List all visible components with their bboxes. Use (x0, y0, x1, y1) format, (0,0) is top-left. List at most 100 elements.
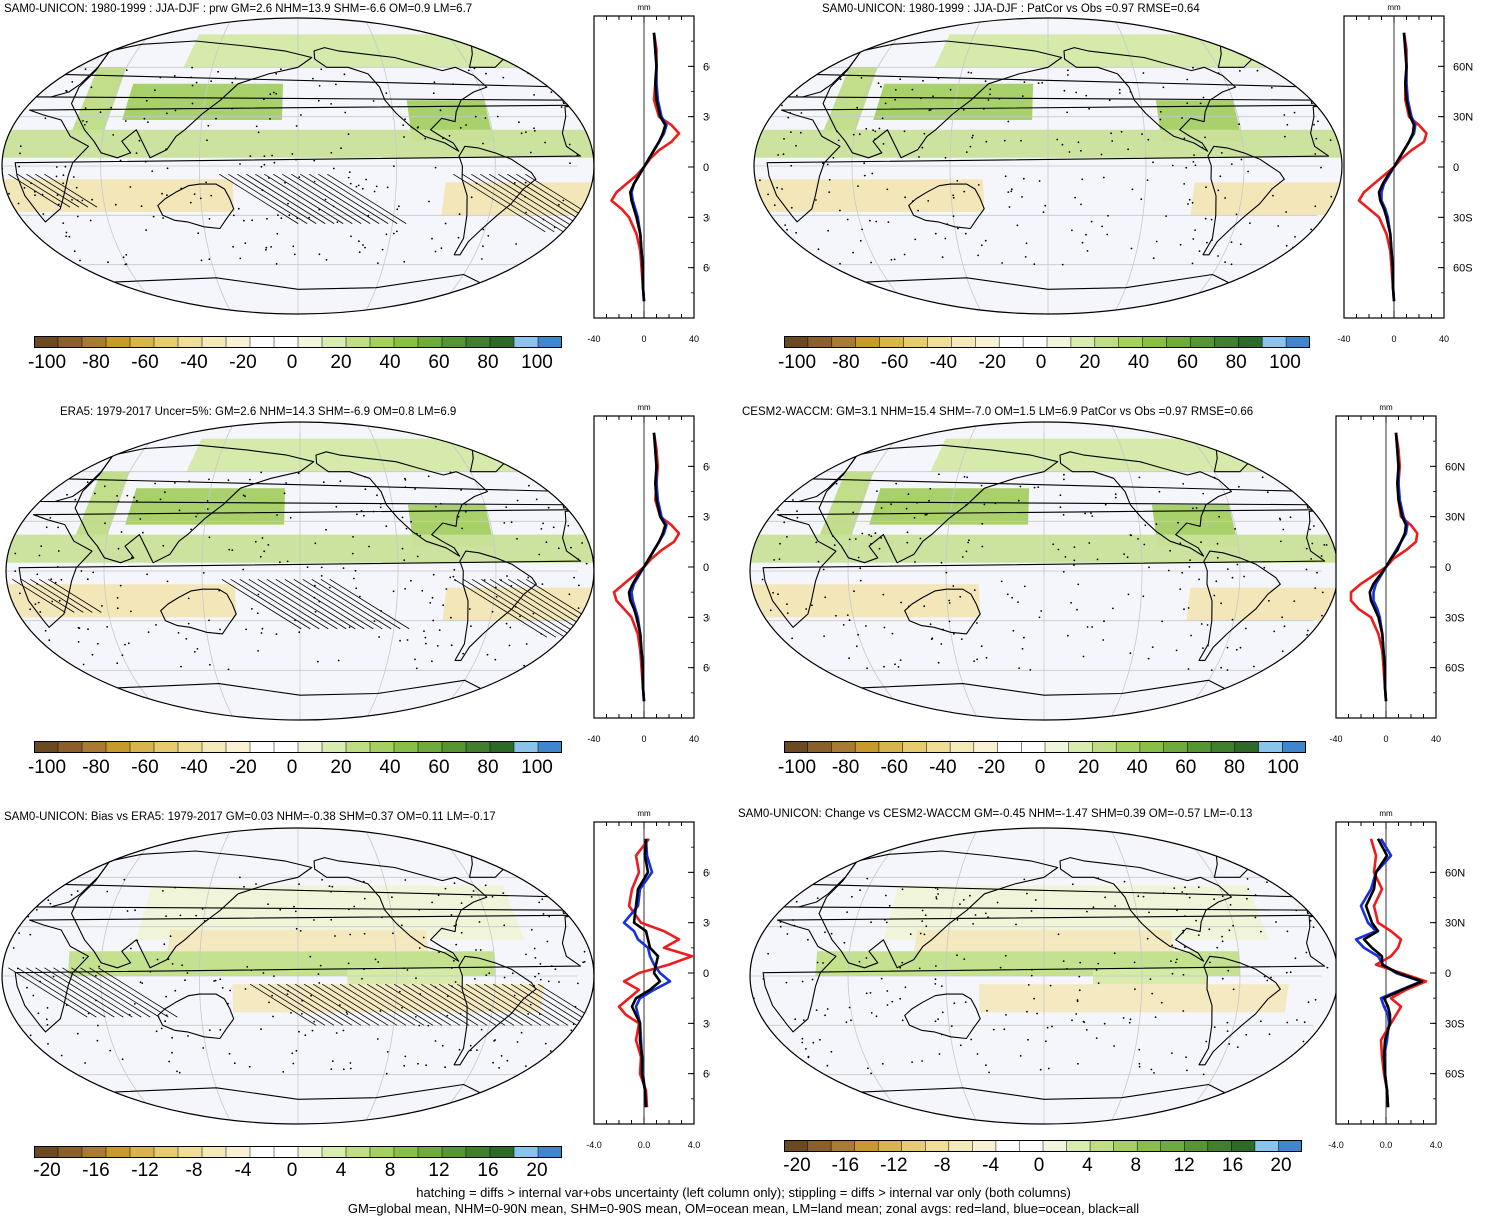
stipple-dot (458, 516, 460, 518)
stipple-dot (276, 633, 278, 635)
stipple-dot (65, 90, 67, 92)
colorbar-swatch (490, 1146, 514, 1158)
stipple-dot (350, 183, 352, 185)
stipple-dot (255, 541, 257, 543)
stipple-dot (921, 1060, 923, 1062)
stipple-dot (416, 533, 418, 535)
stipple-dot (1232, 619, 1234, 621)
stipple-dot (1083, 1021, 1085, 1023)
stipple-dot (787, 117, 789, 119)
stipple-dot (981, 645, 983, 647)
stipple-dot (435, 1040, 437, 1042)
stipple-dot (1293, 1055, 1295, 1057)
stipple-dot (386, 233, 388, 235)
stipple-dot (167, 167, 169, 169)
stipple-dot (858, 557, 860, 559)
colorbar-swatch (418, 336, 442, 348)
stipple-dot (1131, 248, 1133, 250)
stipple-dot (1209, 962, 1211, 964)
stipple-dot (318, 100, 320, 102)
stipple-dot (263, 972, 265, 974)
stipple-dot (989, 88, 991, 90)
stipple-dot (414, 488, 416, 490)
stipple-dot (300, 930, 302, 932)
stipple-dot (935, 233, 937, 235)
stipple-dot (1262, 476, 1264, 478)
stipple-dot (1080, 204, 1082, 206)
stipple-dot (1204, 137, 1206, 139)
stipple-dot (1062, 264, 1064, 266)
panel-title-1: SAM0-UNICON: 1980-1999 : JJA-DJF : prw G… (4, 3, 472, 15)
colorbar-swatch (514, 1146, 538, 1158)
stipple-dot (1153, 257, 1155, 259)
stipple-dot (1310, 229, 1312, 231)
stipple-dot (334, 935, 336, 937)
colorbar-tick-label: 80 (1224, 757, 1245, 779)
stipple-dot (937, 1018, 939, 1020)
map-panel-1 (0, 16, 596, 316)
stipple-dot (866, 667, 868, 669)
stipple-dot (1011, 188, 1013, 190)
stipple-dot (1298, 1068, 1300, 1070)
stipple-dot (1101, 154, 1103, 156)
colorbar-swatch (1090, 1140, 1114, 1152)
colorbar-tick-label: 20 (330, 757, 351, 779)
stipple-dot (1172, 165, 1174, 167)
stipple-dot (824, 931, 826, 933)
stipple-dot (831, 933, 833, 935)
stipple-dot (859, 567, 861, 569)
stipple-dot (1087, 250, 1089, 252)
stipple-dot (570, 547, 572, 549)
stipple-dot (53, 976, 55, 978)
stipple-dot (1026, 242, 1028, 244)
colorbar-swatch (1116, 741, 1140, 753)
stipple-dot (1168, 570, 1170, 572)
stipple-dot (1217, 543, 1219, 545)
stipple-dot (881, 507, 883, 509)
lat-tick-label: 30N (703, 512, 710, 524)
stipple-dot (42, 213, 44, 215)
stipple-dot (554, 888, 556, 890)
stipple-dot (18, 203, 20, 205)
stipple-dot (870, 543, 872, 545)
stipple-dot (200, 198, 202, 200)
stipple-dot (817, 669, 819, 671)
colorbar-swatch (154, 336, 178, 348)
stipple-dot (353, 906, 355, 908)
stipple-dot (1037, 486, 1039, 488)
stipple-dot (178, 632, 180, 634)
stipple-dot (435, 506, 437, 508)
stipple-dot (94, 493, 96, 495)
stipple-dot (445, 888, 447, 890)
stipple-dot (1103, 177, 1105, 179)
stipple-dot (1285, 211, 1287, 213)
stipple-dot (1087, 626, 1089, 628)
stipple-dot (162, 890, 164, 892)
stipple-dot (1048, 1068, 1050, 1070)
stipple-dot (106, 891, 108, 893)
stipple-dot (265, 249, 267, 251)
colorbar-tick-label: 16 (1222, 1155, 1243, 1177)
stipple-dot (206, 139, 208, 141)
lat-tick-label: 0 (703, 162, 709, 174)
stipple-dot (865, 625, 867, 627)
stipple-dot (300, 114, 302, 116)
stipple-dot (1029, 669, 1031, 671)
stipple-dot (1130, 534, 1132, 536)
stipple-dot (905, 986, 907, 988)
stipple-dot (938, 473, 940, 475)
colorbar-swatch (250, 336, 274, 348)
unit-label: mm (1387, 3, 1401, 12)
stipple-dot (335, 506, 337, 508)
stipple-dot (514, 995, 516, 997)
stipple-dot (444, 1066, 446, 1068)
stipple-dot (1176, 650, 1178, 652)
stipple-dot (291, 153, 293, 155)
stipple-dot (398, 205, 400, 207)
stipple-dot (827, 164, 829, 166)
stipple-dot (61, 1055, 63, 1057)
colorbar-tick-label: 20 (1270, 1155, 1291, 1177)
stipple-dot (38, 1012, 40, 1014)
stipple-dot (403, 559, 405, 561)
